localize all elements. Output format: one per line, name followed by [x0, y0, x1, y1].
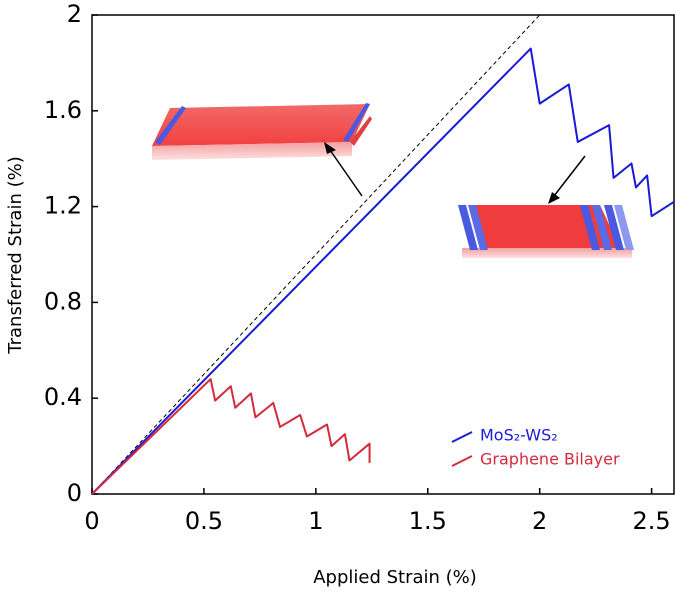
legend-label: Graphene Bilayer — [480, 450, 620, 469]
y-tick-label: 0.8 — [44, 287, 82, 315]
legend-entry: MoS₂-WS₂ — [451, 426, 558, 445]
series-line — [91, 47, 675, 495]
inset-right — [458, 205, 634, 258]
inset-top — [152, 103, 372, 160]
legend-entry: Graphene Bilayer — [451, 450, 620, 469]
y-axis-label: Transferred Strain (%) — [5, 156, 26, 354]
reference-line — [91, 14, 541, 495]
x-tick-label: 2.5 — [633, 507, 671, 535]
y-tick-label: 0.4 — [44, 383, 82, 411]
arrows — [324, 142, 586, 204]
y-tick-label: 1.2 — [44, 192, 82, 220]
legend-swatch — [451, 431, 473, 443]
legend-label: MoS₂-WS₂ — [480, 426, 558, 445]
x-tick-label: 2 — [532, 507, 547, 535]
x-tick-label: 1 — [308, 507, 323, 535]
x-axis-label: Applied Strain (%) — [313, 567, 477, 588]
plot-frame — [91, 14, 675, 495]
x-tick-label: 0 — [84, 507, 99, 535]
x-tick-label: 0.5 — [185, 507, 223, 535]
y-tick-label: 0 — [67, 479, 82, 507]
y-tick-label: 1.6 — [44, 96, 82, 124]
y-tick-label: 2 — [67, 0, 82, 28]
series-line — [91, 378, 371, 495]
legend-swatch — [451, 455, 473, 467]
x-tick-label: 1.5 — [409, 507, 447, 535]
